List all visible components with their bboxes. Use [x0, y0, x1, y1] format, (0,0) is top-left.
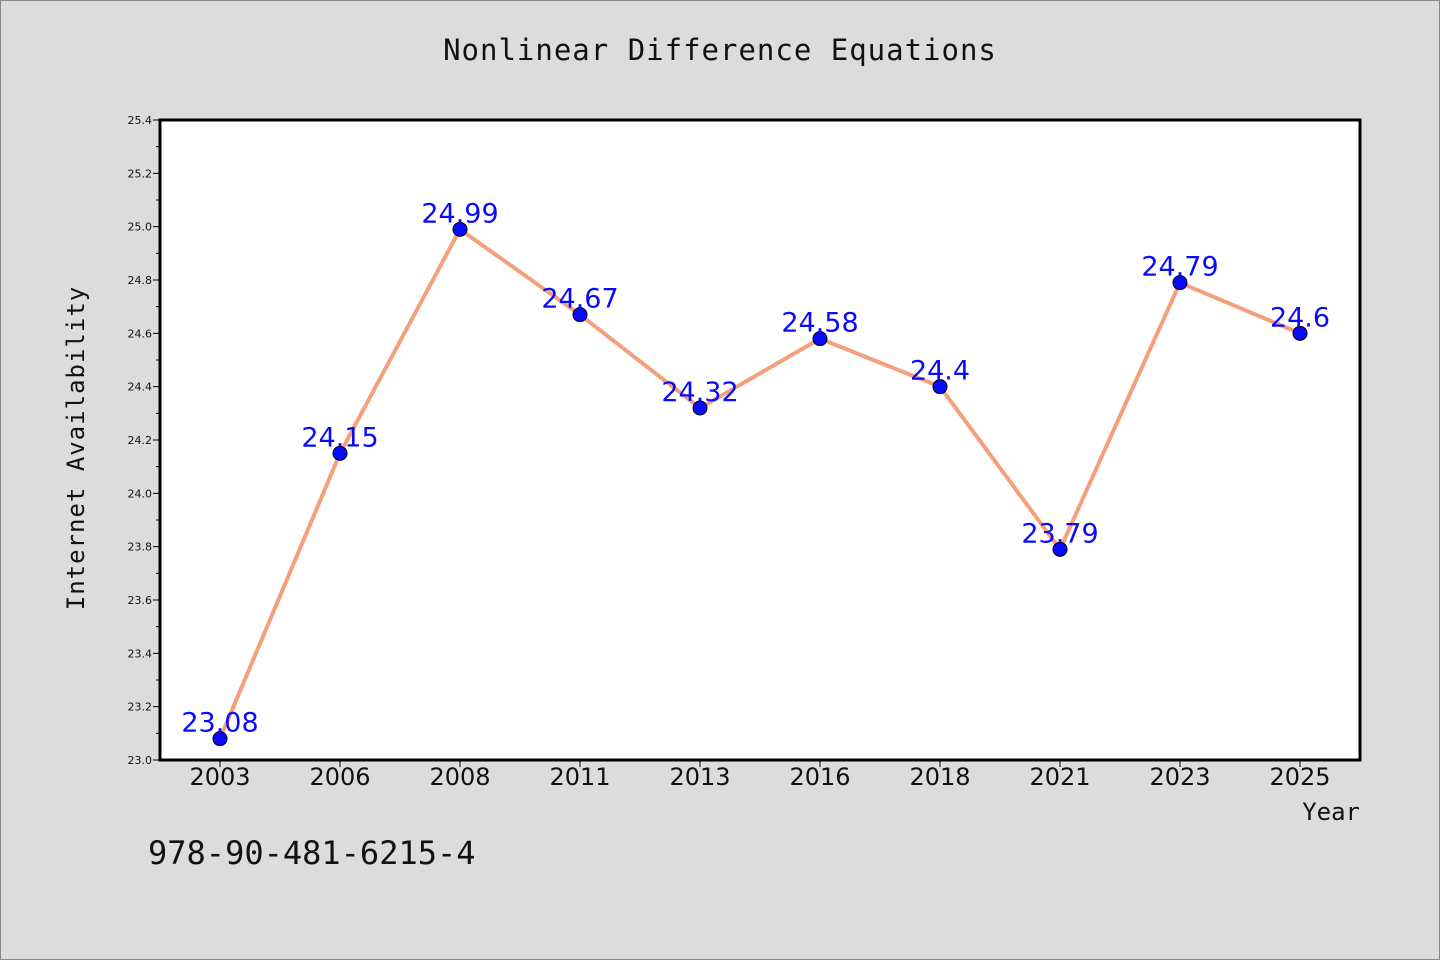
plot-border: [158, 118, 1362, 762]
data-point: [692, 400, 708, 416]
x-tick-label: 2003: [189, 763, 250, 791]
y-tick-label: 23.6: [128, 594, 153, 607]
chart-title: Nonlinear Difference Equations: [443, 33, 997, 67]
data-point: [812, 331, 828, 347]
data-label: 24.4: [910, 356, 970, 387]
data-label: 24.99: [421, 198, 498, 229]
y-tick-label: 24.4: [128, 381, 153, 394]
data-label: 24.15: [301, 422, 378, 453]
x-tick-label: 2013: [669, 763, 730, 791]
x-tick-label: 2008: [429, 763, 490, 791]
data-label: 24.79: [1141, 252, 1218, 283]
y-tick-label: 23.4: [128, 647, 153, 660]
data-label: 24.67: [541, 284, 618, 315]
data-point: [332, 445, 348, 461]
data-point: [1292, 325, 1308, 341]
isbn-code: 978-90-481-6215-4: [148, 834, 476, 872]
y-tick-label: 23.2: [128, 701, 153, 714]
data-label: 23.08: [181, 708, 258, 739]
data-point: [572, 307, 588, 323]
y-tick-label: 25.2: [128, 167, 153, 180]
data-point: [1172, 275, 1188, 291]
x-tick-label: 2006: [309, 763, 370, 791]
y-tick-label: 25.0: [128, 221, 153, 234]
data-label: 24.32: [661, 377, 738, 408]
x-axis-label: Year: [1302, 798, 1360, 826]
y-tick-label: 24.8: [128, 274, 153, 287]
y-axis-label: Internet Availability: [62, 286, 90, 610]
x-tick-label: 2025: [1269, 763, 1330, 791]
series-line: [218, 227, 1302, 741]
y-tick-label: 24.2: [128, 434, 153, 447]
x-tick-label: 2021: [1029, 763, 1090, 791]
data-point: [932, 379, 948, 395]
y-tick-label: 23.0: [128, 754, 153, 767]
data-label: 24.6: [1270, 302, 1330, 333]
y-tick-label: 24.0: [128, 487, 153, 500]
data-point: [212, 731, 228, 747]
plot-area: [160, 120, 1360, 760]
x-tick-label: 2016: [789, 763, 850, 791]
y-tick-label: 23.8: [128, 541, 153, 554]
y-axis-ticks: 23.0 23.2 23.4 23.6 23.8 24.0 24.2 24.4 24.6 24.8…: [128, 114, 160, 767]
data-labels: 23.08 24.15 24.99 24.67 24.32 24.58 24.4 23.79 2…: [181, 198, 1330, 738]
y-tick-label: 25.4: [128, 114, 153, 127]
x-tick-label: 2011: [549, 763, 610, 791]
y-tick-label: 24.6: [128, 327, 153, 340]
data-point: [452, 221, 468, 237]
series-markers: [212, 221, 1308, 747]
data-label: 24.58: [781, 308, 858, 339]
data-label: 23.79: [1021, 518, 1098, 549]
x-tick-label: 2018: [909, 763, 970, 791]
x-axis-ticks: 2003 2006 2008 2011 2013 2016 2018 2021 2023 2025: [189, 760, 1331, 791]
x-tick-label: 2023: [1149, 763, 1210, 791]
data-point: [1052, 541, 1068, 557]
